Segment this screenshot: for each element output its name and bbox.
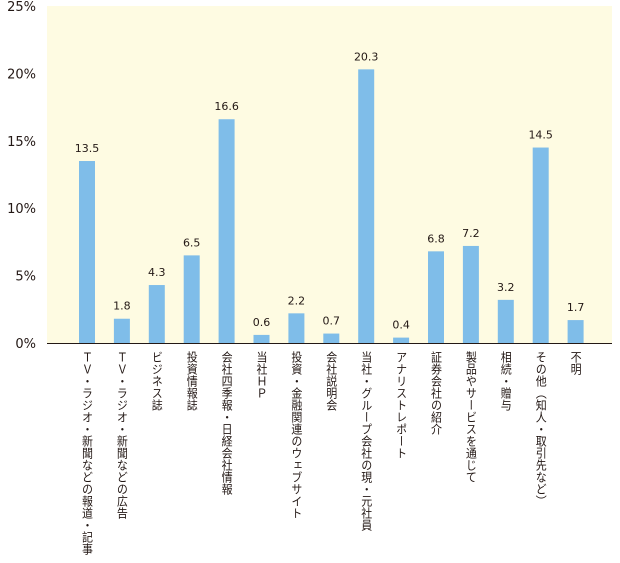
category-label: その他（知人・取引先など） (534, 351, 547, 507)
plot-area (47, 6, 612, 343)
category-label: 製品やサービスを通じて (464, 350, 477, 483)
y-tick-label: 25% (7, 0, 36, 15)
bar-value-label: 0.7 (323, 315, 341, 328)
bar (462, 245, 479, 343)
y-tick-label: 5% (15, 270, 36, 285)
data-labels: 13.5 1.8 4.3 6.5 16.6 0.6 2.2 0.7 20.3 0.4 6.8 7.2 3… (75, 50, 585, 331)
y-tick-label: 10% (7, 202, 36, 217)
category-label: ＴＶ・ラジオ・新聞などの広告 (115, 351, 128, 520)
bar-value-label: 14.5 (528, 129, 553, 142)
bar-value-label: 6.5 (183, 236, 201, 249)
bar-value-label: 4.3 (148, 266, 166, 279)
bar (428, 251, 444, 343)
bar-value-label: 6.8 (427, 232, 445, 245)
bar (497, 299, 514, 343)
bar (218, 119, 235, 344)
bar (567, 320, 584, 343)
bar-value-label: 7.2 (462, 227, 480, 240)
y-tick-label: 0% (15, 337, 36, 352)
bar-value-label: 16.6 (214, 100, 239, 113)
bar (183, 255, 200, 343)
bar (323, 333, 340, 343)
bar (358, 69, 375, 343)
bar-value-label: 1.8 (113, 300, 131, 313)
category-label: ビジネス誌 (150, 351, 163, 411)
y-tick-label: 15% (7, 135, 36, 150)
bar (79, 161, 95, 343)
category-label: アナリストレポート (395, 351, 408, 459)
bar (253, 334, 270, 343)
category-label: 投資・金融関連のウェブサイト (290, 350, 303, 519)
category-label: 不明 (569, 351, 582, 376)
bar-value-label: 20.3 (354, 50, 379, 63)
bars (79, 69, 584, 344)
category-label: 相続・贈与 (499, 351, 512, 411)
category-label: 会社説明会 (325, 351, 338, 411)
y-axis: 0% 5% 10% 15% 20% 25% (7, 0, 36, 352)
bar-value-label: 0.4 (392, 319, 410, 332)
category-label: 証券会社の紹介 (430, 351, 443, 435)
bar-value-label: 3.2 (497, 281, 515, 294)
bar (532, 147, 549, 343)
bar-value-label: 13.5 (75, 142, 100, 155)
bar (148, 285, 165, 343)
bar (393, 337, 410, 343)
category-labels: ＴＶ・ラジオ・新聞などの報道・記事 ＴＶ・ラジオ・新聞などの広告 ビジネス誌 投資情報… (81, 350, 583, 555)
bar (113, 318, 130, 343)
bar-value-label: 0.6 (253, 316, 271, 329)
bar (288, 313, 305, 343)
category-label: 当社・グループ会社の現・元社員 (360, 350, 373, 532)
y-tick-label: 20% (7, 67, 36, 82)
category-label: 投資情報誌 (185, 350, 198, 411)
bar-value-label: 2.2 (288, 294, 306, 307)
bar-value-label: 1.7 (567, 301, 585, 314)
category-label: 当社ＨＰ (255, 350, 268, 399)
category-label: ＴＶ・ラジオ・新聞などの報道・記事 (81, 351, 94, 555)
category-label: 会社四季報・日経会社情報 (220, 351, 233, 496)
